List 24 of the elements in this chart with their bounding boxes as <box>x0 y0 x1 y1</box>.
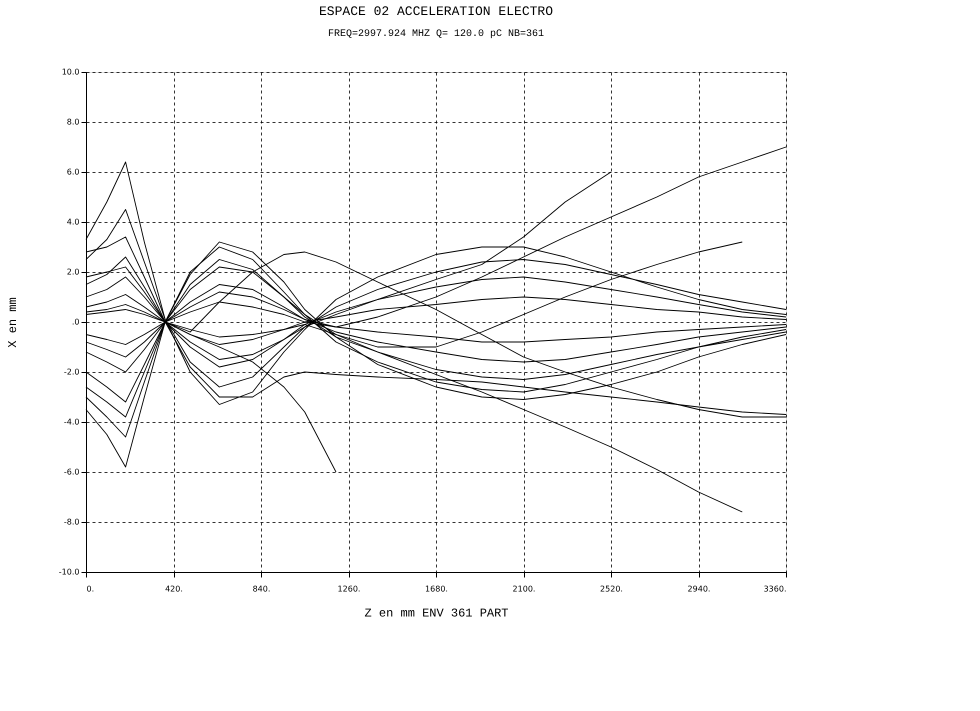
y-tick-label: 6.0 <box>66 168 80 176</box>
x-tick-label: 2940. <box>688 584 710 594</box>
x-tick-label: 3360. <box>764 584 786 594</box>
y-tick-label: -10.0 <box>58 568 80 576</box>
y-tick-label: 2.0 <box>66 268 80 276</box>
x-tick-label: 2100. <box>512 584 536 594</box>
x-tick-label: 1680. <box>425 584 448 594</box>
x-tick-label: 420. <box>165 584 183 594</box>
y-tick-label: 4.0 <box>66 218 80 226</box>
y-tick-label: .0 <box>72 318 80 326</box>
x-tick-label: 0. <box>86 584 94 594</box>
y-tick-label: 10.0 <box>62 68 80 76</box>
y-tick-label: -2.0 <box>64 368 80 376</box>
y-tick-label: -8.0 <box>64 518 80 526</box>
x-tick-label: 840. <box>252 584 270 594</box>
x-tick-label: 1260. <box>338 584 360 594</box>
x-tick-label: 2520. <box>600 584 623 594</box>
y-tick-label: -6.0 <box>64 468 80 476</box>
chart-title: ESPACE 02 ACCELERATION ELECTRO <box>318 4 554 19</box>
y-tick-label: -4.0 <box>64 418 80 426</box>
x-axis-title: Z en mm ENV 361 PART <box>364 606 509 620</box>
chart-subtitle: FREQ=2997.924 MHZ Q= 120.0 pC NB=361 <box>328 29 544 40</box>
y-axis-title: X en mm <box>6 297 20 348</box>
y-tick-label: 8.0 <box>66 118 80 126</box>
